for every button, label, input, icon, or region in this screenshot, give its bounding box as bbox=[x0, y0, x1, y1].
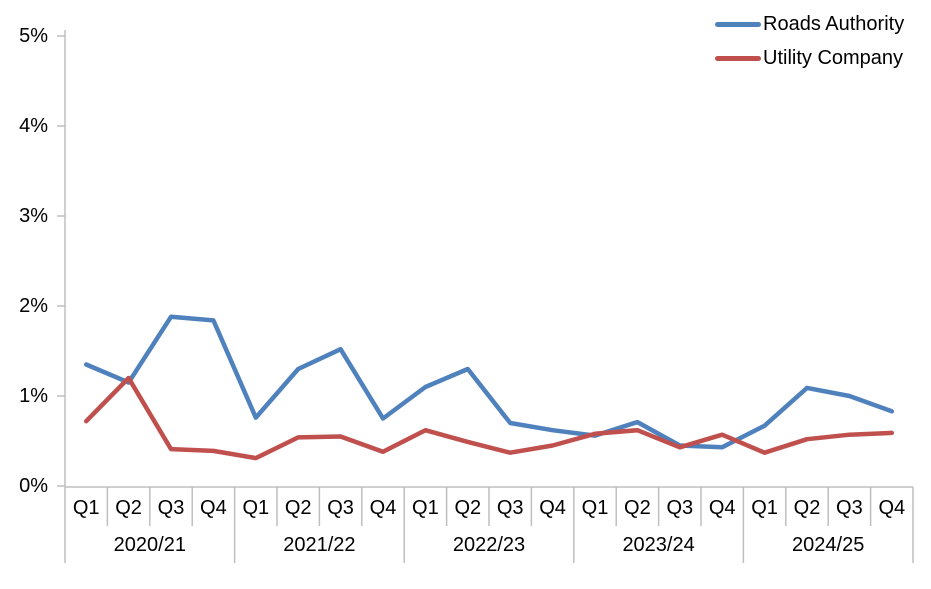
x-axis-quarter-label: Q2 bbox=[454, 497, 481, 519]
y-axis-tick-label: 4% bbox=[19, 115, 48, 137]
x-axis-quarter-label: Q3 bbox=[666, 497, 693, 519]
legend-label: Roads Authority bbox=[763, 12, 905, 35]
x-axis-year-label: 2020/21 bbox=[114, 534, 186, 556]
x-axis-quarter-label: Q1 bbox=[242, 497, 269, 519]
x-axis-year-label: 2024/25 bbox=[792, 534, 864, 556]
y-axis-tick-label: 1% bbox=[19, 385, 48, 407]
y-axis-tick-label: 3% bbox=[19, 205, 48, 227]
series-line-roads-authority bbox=[83, 314, 895, 450]
x-axis-quarter-label: Q4 bbox=[200, 497, 227, 519]
x-axis-year-label: 2023/24 bbox=[622, 534, 694, 556]
x-axis-quarter-label: Q1 bbox=[751, 497, 778, 519]
x-axis-quarter-label: Q4 bbox=[878, 497, 905, 519]
x-axis-quarter-label: Q2 bbox=[624, 497, 651, 519]
legend-line-swatch-blue bbox=[715, 21, 761, 27]
y-axis-tick-label: 0% bbox=[19, 475, 48, 497]
x-axis-quarter-label: Q2 bbox=[115, 497, 142, 519]
y-axis-tick-label: 5% bbox=[19, 25, 48, 47]
x-axis-quarter-label: Q1 bbox=[412, 497, 439, 519]
x-axis-year-label: 2021/22 bbox=[283, 534, 355, 556]
legend-item-roads-authority: Roads Authority bbox=[715, 13, 904, 35]
legend-label: Utility Company bbox=[763, 46, 904, 69]
x-axis-quarter-label: Q4 bbox=[709, 497, 736, 519]
x-axis-quarter-label: Q1 bbox=[582, 497, 609, 519]
x-axis-quarter-label: Q3 bbox=[497, 497, 524, 519]
series-line-utility-company bbox=[83, 375, 895, 461]
y-axis-tick-label: 2% bbox=[19, 295, 48, 317]
legend: Roads Authority Utility Company bbox=[715, 13, 904, 69]
x-axis-quarter-label: Q1 bbox=[73, 497, 100, 519]
x-axis-quarter-label: Q3 bbox=[158, 497, 185, 519]
x-axis-quarter-label: Q2 bbox=[285, 497, 312, 519]
x-axis-quarter-label: Q2 bbox=[794, 497, 821, 519]
x-axis-quarter-label: Q3 bbox=[836, 497, 863, 519]
x-axis-quarter-label: Q3 bbox=[327, 497, 354, 519]
legend-item-utility-company: Utility Company bbox=[715, 47, 904, 69]
x-axis-quarter-label: Q4 bbox=[370, 497, 397, 519]
legend-line-swatch-red bbox=[715, 55, 761, 61]
x-axis-year-label: 2022/23 bbox=[453, 534, 525, 556]
x-axis-quarter-label: Q4 bbox=[539, 497, 566, 519]
